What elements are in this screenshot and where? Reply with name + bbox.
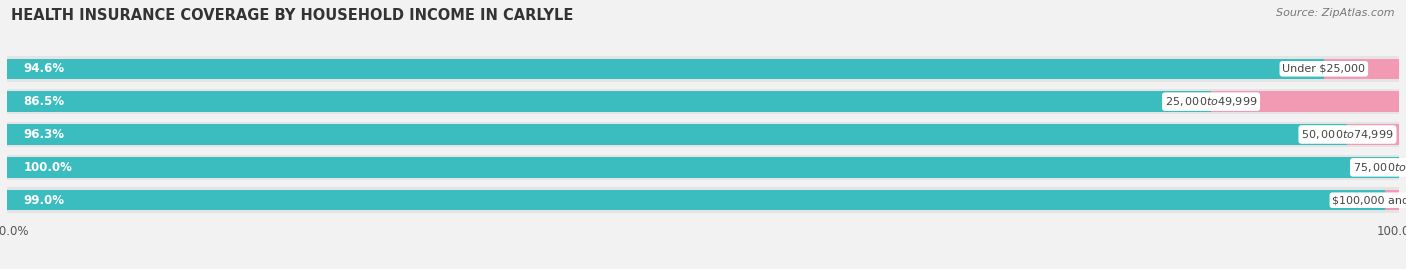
Bar: [7, 190, 1385, 210]
Text: 99.0%: 99.0%: [24, 194, 65, 207]
Bar: [7, 157, 1399, 178]
Bar: [7, 91, 1211, 112]
Bar: [7, 59, 1324, 79]
Text: Under $25,000: Under $25,000: [1282, 64, 1365, 74]
Text: 94.6%: 94.6%: [24, 62, 65, 75]
Bar: [7, 187, 1399, 213]
Bar: [1385, 190, 1399, 210]
Text: $25,000 to $49,999: $25,000 to $49,999: [1164, 95, 1257, 108]
Bar: [1347, 124, 1399, 145]
Text: Source: ZipAtlas.com: Source: ZipAtlas.com: [1277, 8, 1395, 18]
Text: $50,000 to $74,999: $50,000 to $74,999: [1301, 128, 1393, 141]
Text: 86.5%: 86.5%: [24, 95, 65, 108]
Text: 96.3%: 96.3%: [24, 128, 65, 141]
Bar: [7, 124, 1347, 145]
Text: HEALTH INSURANCE COVERAGE BY HOUSEHOLD INCOME IN CARLYLE: HEALTH INSURANCE COVERAGE BY HOUSEHOLD I…: [11, 8, 574, 23]
Bar: [7, 122, 1399, 147]
Bar: [1324, 59, 1399, 79]
Bar: [7, 155, 1399, 180]
Text: $75,000 to $99,999: $75,000 to $99,999: [1353, 161, 1406, 174]
Text: 100.0%: 100.0%: [24, 161, 73, 174]
Text: $100,000 and over: $100,000 and over: [1333, 195, 1406, 205]
Bar: [7, 89, 1399, 114]
Bar: [7, 56, 1399, 82]
Bar: [1211, 91, 1399, 112]
